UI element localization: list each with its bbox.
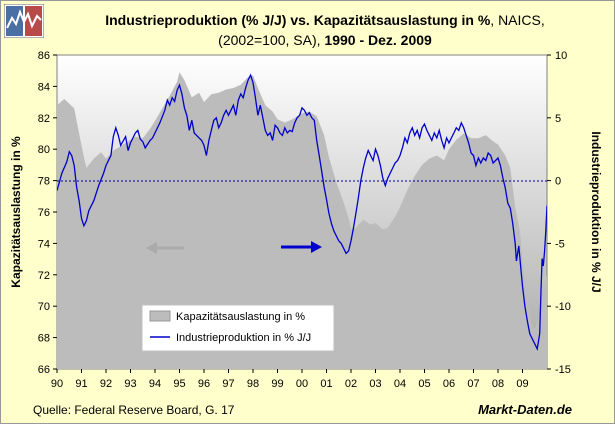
subtitle-normal: (2002=100, SA),: [218, 32, 321, 48]
x-tick-label: 90: [51, 378, 63, 390]
y-left-tick-label: 66: [38, 364, 50, 376]
legend-label-line: Industrieproduktion in % J/J: [176, 332, 311, 344]
x-tick-label: 03: [369, 378, 381, 390]
y-left-tick-label: 80: [38, 144, 50, 156]
source-note: Quelle: Federal Reserve Board, G. 17: [33, 403, 235, 417]
y-right-tick-label: 10: [555, 50, 567, 62]
y-right-tick-label: -10: [555, 301, 571, 313]
x-tick-label: 97: [222, 378, 234, 390]
x-tick-label: 98: [247, 378, 259, 390]
y-left-tick-label: 84: [38, 81, 50, 93]
chart-logo-icon: [4, 4, 44, 38]
x-tick-label: 09: [516, 378, 528, 390]
y-left-axis-title: Kapazitätsauslastung in %: [9, 136, 23, 288]
x-tick-label: 93: [124, 378, 136, 390]
y-right-tick-label: -15: [555, 364, 571, 376]
chart-title: Industrieproduktion (% J/J) vs. Kapazitä…: [60, 10, 590, 50]
legend-swatch-area: [149, 310, 171, 322]
x-tick-label: 02: [345, 378, 357, 390]
arrow-right-blue: [281, 241, 322, 253]
series-line-industrieproduktion: [57, 73, 547, 352]
title-normal: , NAICS,: [490, 12, 545, 28]
y-right-axis-title: Industrieproduktion in % J/J: [589, 131, 603, 292]
y-left-tick-label: 72: [38, 270, 50, 282]
title-bold: Industrieproduktion (% J/J) vs. Kapazitä…: [105, 12, 491, 28]
y-left-tick-label: 70: [38, 301, 50, 313]
y-right-tick-label: -5: [555, 238, 565, 250]
x-tick-label: 96: [198, 378, 210, 390]
y-left-tick-label: 68: [38, 333, 50, 345]
arrow-left-gray: [146, 242, 184, 254]
x-tick-label: 00: [296, 378, 308, 390]
legend: Kapazitätsauslastung in % Industrieprodu…: [141, 304, 335, 352]
x-tick-label: 05: [418, 378, 430, 390]
x-tick-label: 94: [149, 378, 161, 390]
brand-link[interactable]: Markt-Daten.de: [478, 402, 572, 417]
x-tick-label: 04: [394, 378, 406, 390]
x-tick-label: 95: [173, 378, 185, 390]
y-left-tick-label: 74: [38, 238, 50, 250]
x-tick-label: 92: [100, 378, 112, 390]
x-tick-label: 08: [492, 378, 504, 390]
x-tick-label: 06: [443, 378, 455, 390]
y-left-tick-label: 86: [38, 50, 50, 62]
y-right-tick-label: 5: [555, 113, 561, 125]
x-tick-label: 91: [75, 378, 87, 390]
x-tick-label: 99: [271, 378, 283, 390]
subtitle-bold: 1990 - Dez. 2009: [324, 32, 432, 48]
x-tick-label: 01: [320, 378, 332, 390]
y-left-tick-label: 78: [38, 176, 50, 188]
legend-label-area: Kapazitätsauslastung in %: [176, 311, 305, 323]
y-left-tick-label: 82: [38, 113, 50, 125]
y-left-tick-label: 76: [38, 207, 50, 219]
y-right-tick-label: 0: [555, 176, 561, 188]
series-area-kapazitaet: [57, 72, 547, 369]
x-tick-label: 07: [467, 378, 479, 390]
